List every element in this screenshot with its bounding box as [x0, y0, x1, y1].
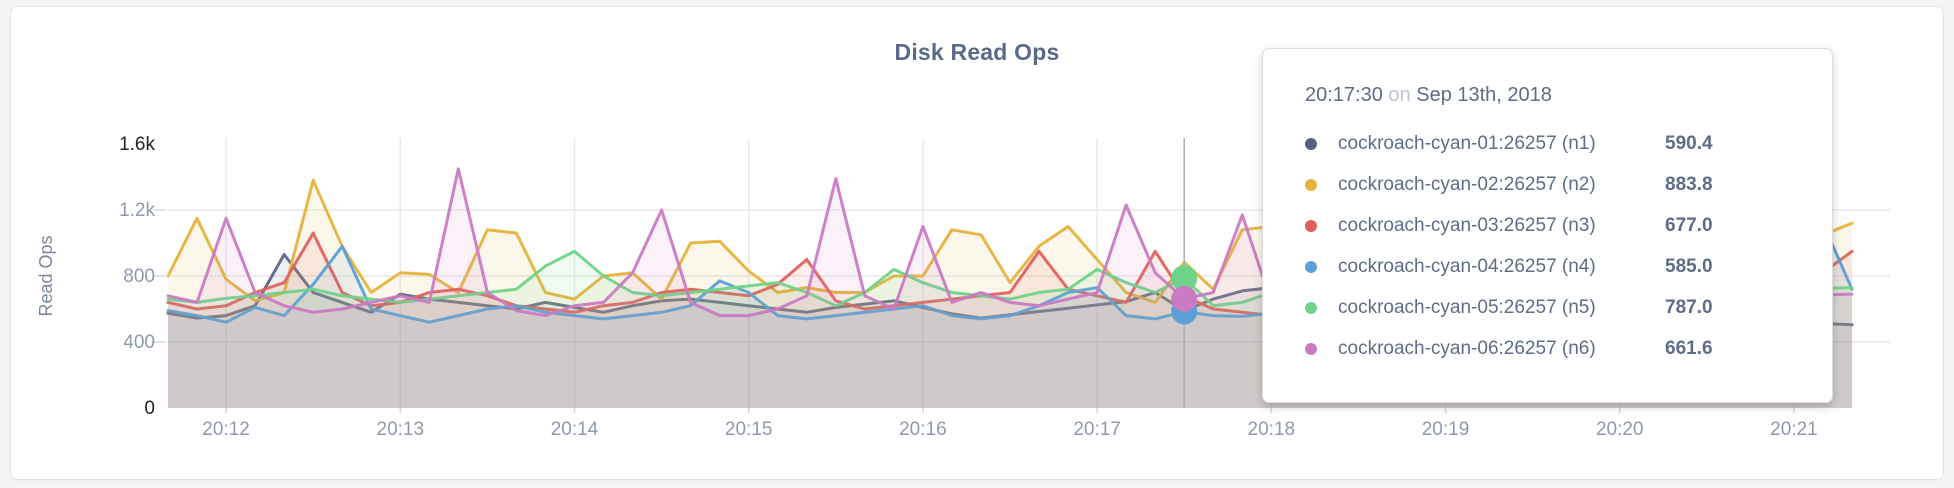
series-color-dot-icon: [1305, 219, 1317, 232]
x-axis-label: 20:13: [377, 419, 425, 440]
tooltip-row: cockroach-cyan-06:26257 (n6) 661.6: [1305, 328, 1792, 369]
x-axis-label: 20:12: [202, 419, 250, 440]
series-color-dot-icon: [1305, 260, 1317, 273]
tooltip-row: cockroach-cyan-03:26257 (n3) 677.0: [1305, 205, 1792, 246]
tooltip-conjunction: on: [1388, 84, 1411, 106]
tooltip-time: 20:17:30: [1305, 84, 1383, 106]
series-color-dot-icon: [1305, 301, 1317, 314]
series-value: 787.0: [1665, 296, 1713, 318]
x-axis-label: 20:15: [725, 419, 773, 440]
series-name: cockroach-cyan-04:26257 (n4): [1338, 255, 1596, 277]
series-value: 590.4: [1665, 132, 1713, 154]
series-color-dot-icon: [1305, 342, 1317, 355]
series-value: 661.6: [1665, 337, 1713, 359]
series-name: cockroach-cyan-02:26257 (n2): [1338, 173, 1596, 195]
series-name: cockroach-cyan-01:26257 (n1): [1338, 132, 1596, 154]
x-axis-label: 20:20: [1596, 419, 1644, 440]
y-axis-title: Read Ops: [36, 235, 56, 316]
hover-tooltip: 20:17:30 on Sep 13th, 2018 cockroach-cya…: [1262, 48, 1833, 403]
tooltip-row: cockroach-cyan-01:26257 (n1) 590.4: [1305, 123, 1792, 164]
y-axis-label: 800: [123, 266, 155, 287]
hover-dot-n6: [1171, 285, 1198, 312]
x-axis-label: 20:16: [899, 419, 947, 440]
chart-title: Disk Read Ops: [894, 39, 1060, 65]
x-axis-label: 20:18: [1248, 419, 1296, 440]
series-name: cockroach-cyan-05:26257 (n5): [1338, 296, 1596, 318]
y-axis-label: 1.2k: [119, 200, 155, 221]
series-name: cockroach-cyan-06:26257 (n6): [1338, 337, 1596, 359]
tooltip-row: cockroach-cyan-02:26257 (n2) 883.8: [1305, 164, 1792, 205]
y-axis-label: 1.6k: [119, 134, 155, 155]
series-color-dot-icon: [1305, 137, 1317, 150]
y-axis-label: 400: [123, 332, 155, 353]
series-color-dot-icon: [1305, 178, 1317, 191]
hover-dot-n5: [1171, 265, 1198, 292]
series-value: 677.0: [1665, 214, 1713, 236]
tooltip-date: Sep 13th, 2018: [1416, 84, 1552, 106]
tooltip-row: cockroach-cyan-05:26257 (n5) 787.0: [1305, 287, 1792, 328]
tooltip-row: cockroach-cyan-04:26257 (n4) 585.0: [1305, 246, 1792, 287]
series-name: cockroach-cyan-03:26257 (n3): [1338, 214, 1596, 236]
series-value: 883.8: [1665, 173, 1713, 195]
y-axis-label: 0: [144, 398, 155, 419]
tooltip-header: 20:17:30 on Sep 13th, 2018: [1305, 83, 1792, 107]
x-axis-label: 20:17: [1073, 419, 1121, 440]
x-axis-label: 20:21: [1770, 419, 1818, 440]
x-axis-label: 20:19: [1422, 419, 1470, 440]
series-value: 585.0: [1665, 255, 1713, 277]
tooltip-rows: cockroach-cyan-01:26257 (n1) 590.4 cockroa…: [1305, 123, 1792, 369]
x-axis-label: 20:14: [551, 419, 599, 440]
